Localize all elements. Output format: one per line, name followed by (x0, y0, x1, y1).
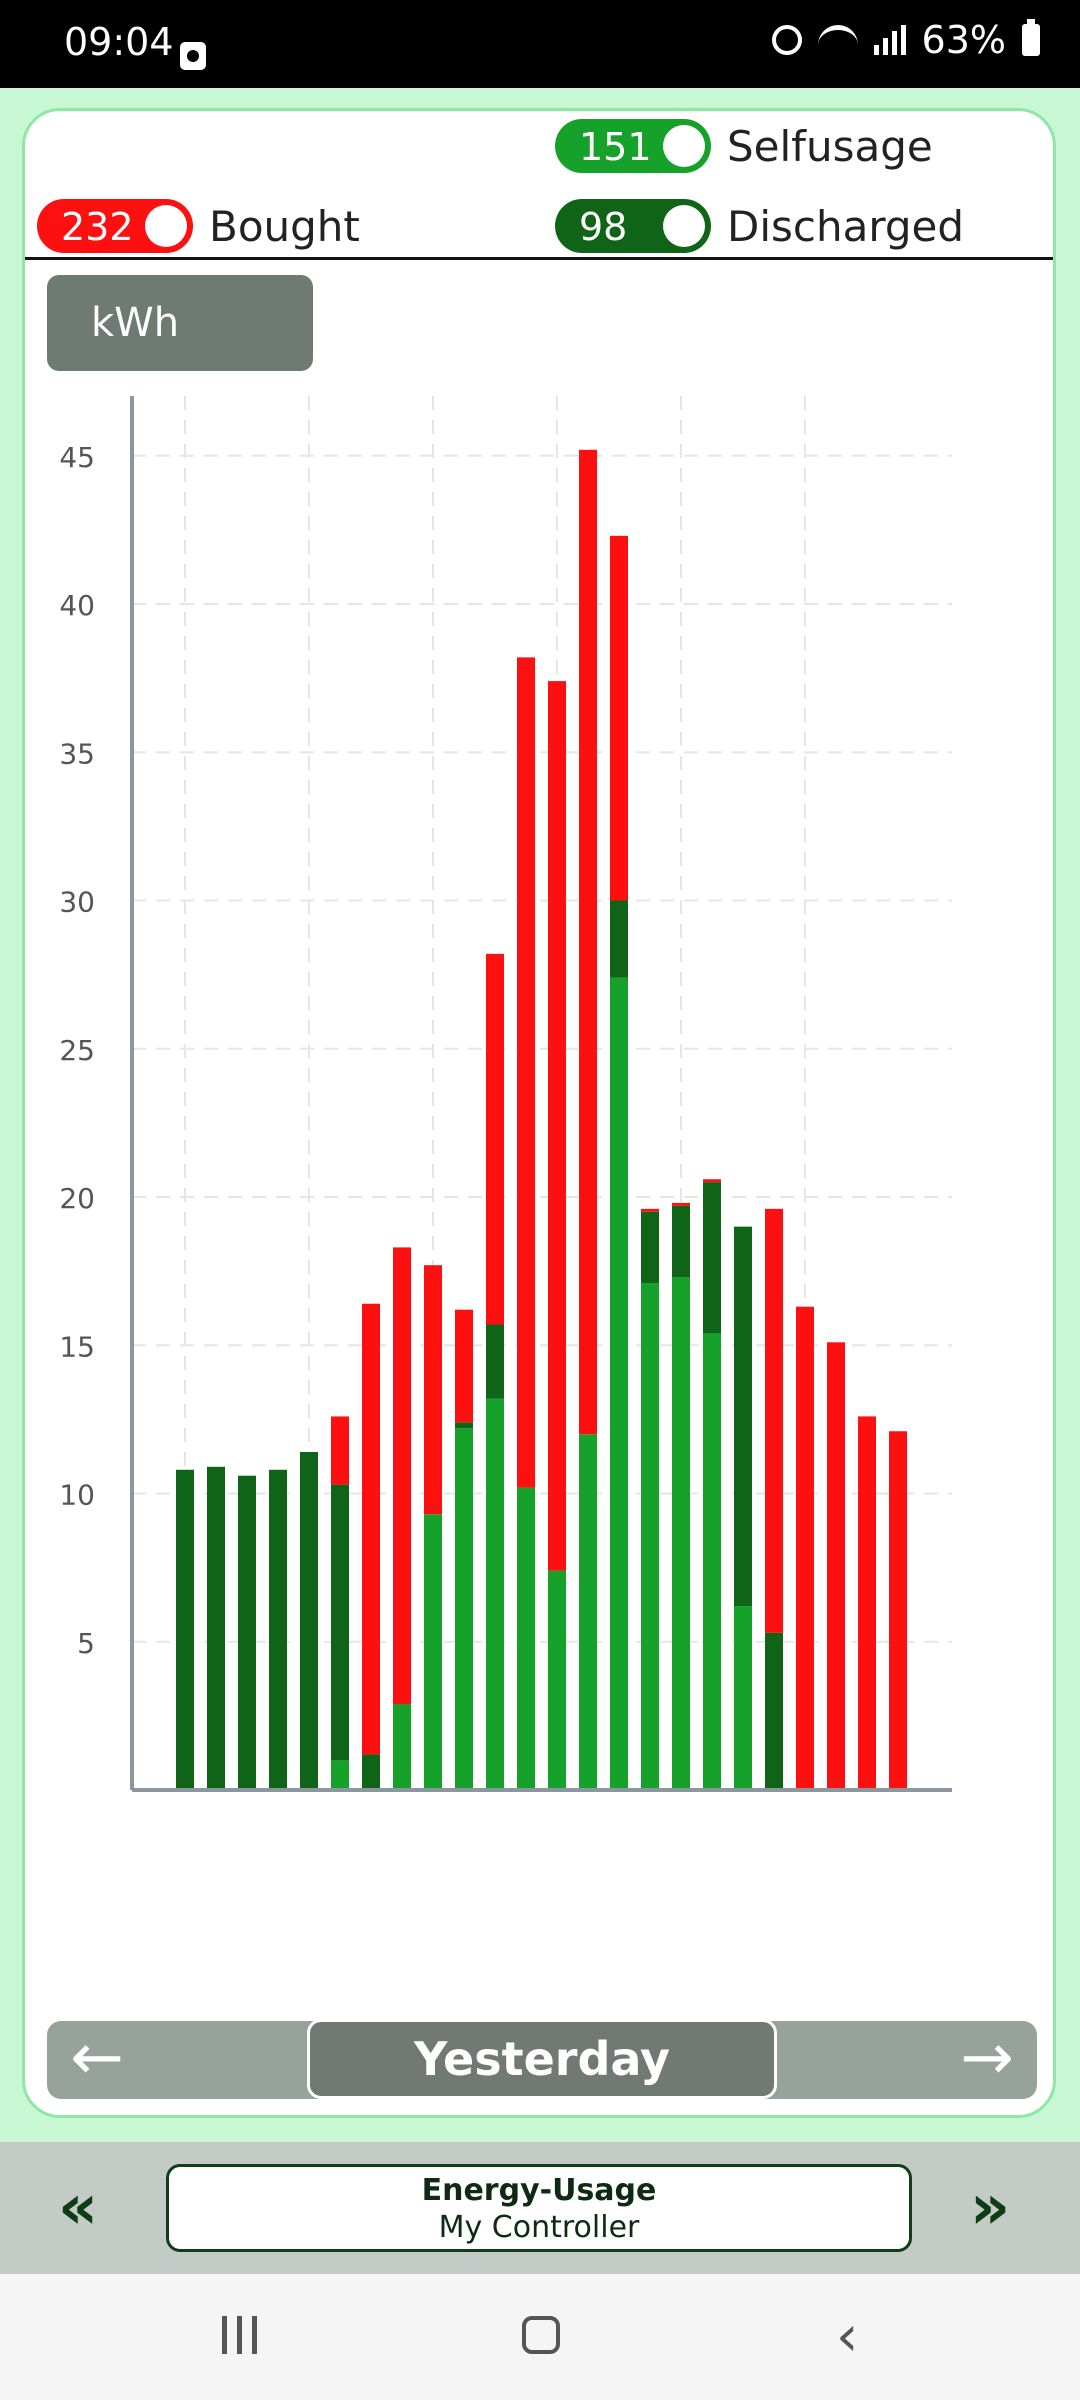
bar-bought-9 (455, 1309, 473, 1423)
status-bar: 09:04 63% (0, 0, 1080, 88)
bar-selfusage-13 (579, 1434, 597, 1790)
selfusage-toggle[interactable]: 151 (555, 119, 711, 173)
bar-bought-21 (827, 1342, 845, 1790)
bar-discharged-18 (734, 1226, 752, 1607)
bar-discharged-14 (610, 900, 628, 978)
bar-discharged-17 (703, 1182, 721, 1334)
home-icon[interactable] (522, 2316, 560, 2354)
discharged-total: 98 (579, 205, 628, 249)
bar-bought-6 (362, 1303, 380, 1755)
bar-selfusage-15 (641, 1282, 659, 1790)
bar-selfusage-5 (331, 1760, 349, 1790)
page-selector[interactable]: Energy-Usage My Controller (166, 2164, 912, 2252)
bar-selfusage-14 (610, 977, 628, 1790)
system-navigation-bar: ‹ (0, 2274, 1080, 2400)
bar-discharged-1 (207, 1466, 225, 1790)
page-title: Energy-Usage (421, 2173, 657, 2208)
y-tick-label: 45 (59, 441, 95, 474)
y-tick-label: 35 (59, 737, 95, 770)
y-tick-label: 15 (59, 1330, 95, 1363)
bar-bought-11 (517, 657, 535, 1488)
bar-bought-12 (548, 681, 566, 1571)
bar-selfusage-18 (734, 1606, 752, 1790)
y-tick-label: 25 (59, 1034, 95, 1067)
toggle-knob (663, 205, 705, 247)
day-title[interactable]: Yesterday (307, 2019, 777, 2099)
back-icon[interactable]: ‹ (836, 2304, 859, 2369)
bought-label: Bought (209, 201, 360, 251)
discharged-toggle[interactable]: 98 (555, 199, 711, 253)
unit-button[interactable]: kWh (47, 275, 313, 371)
bar-bought-14 (610, 535, 628, 901)
y-tick-label: 5 (77, 1627, 95, 1660)
toggle-knob (145, 205, 187, 247)
bar-selfusage-16 (672, 1277, 690, 1790)
bar-selfusage-11 (517, 1487, 535, 1790)
legend-divider (25, 257, 1053, 260)
bar-bought-10 (486, 953, 504, 1325)
discharged-label: Discharged (727, 201, 965, 251)
bar-discharged-19 (765, 1632, 783, 1790)
bar-selfusage-10 (486, 1398, 504, 1790)
recents-icon[interactable] (222, 2316, 257, 2354)
bar-bought-17 (703, 1179, 721, 1183)
energy-card: 151 Selfusage 232 Bought 98 Discharged k… (22, 108, 1056, 2118)
bar-bought-5 (331, 1416, 349, 1485)
y-tick-label: 30 (59, 886, 95, 919)
y-tick-label: 40 (59, 589, 95, 622)
bar-discharged-16 (672, 1205, 690, 1278)
y-tick-label: 20 (59, 1182, 95, 1215)
bar-discharged-6 (362, 1754, 380, 1790)
day-navigator: ← Yesterday → (47, 2019, 1037, 2099)
wifi-icon (817, 25, 858, 55)
bar-discharged-9 (455, 1422, 473, 1429)
legend-selfusage[interactable]: 151 Selfusage (555, 119, 933, 173)
next-page-button[interactable]: » (970, 2170, 1011, 2243)
app-bottom-bar: « Energy-Usage My Controller » (0, 2142, 1080, 2274)
bar-bought-13 (579, 449, 597, 1435)
bar-discharged-3 (269, 1469, 287, 1790)
bar-selfusage-9 (455, 1428, 473, 1790)
toggle-knob (663, 125, 705, 167)
previous-day-button[interactable]: ← (70, 2021, 124, 2095)
bar-discharged-15 (641, 1211, 659, 1283)
bar-discharged-5 (331, 1484, 349, 1761)
bar-selfusage-8 (424, 1514, 442, 1790)
bought-toggle[interactable]: 232 (37, 199, 193, 253)
bar-discharged-4 (300, 1451, 318, 1790)
legend-bought[interactable]: 232 Bought (37, 199, 360, 253)
bar-bought-20 (796, 1306, 814, 1790)
previous-page-button[interactable]: « (58, 2170, 99, 2243)
signal-icon (873, 25, 906, 55)
selfusage-total: 151 (579, 125, 652, 169)
energy-chart: 5101520253035404500:0004:0008:0012:0016:… (59, 396, 952, 1792)
app-notification-icon (180, 42, 206, 70)
bar-bought-16 (672, 1202, 690, 1206)
battery-icon (1022, 19, 1040, 56)
bar-discharged-0 (176, 1469, 194, 1790)
bought-total: 232 (61, 205, 134, 249)
bar-bought-22 (858, 1416, 876, 1790)
bar-discharged-10 (486, 1324, 504, 1399)
bar-selfusage-7 (393, 1704, 411, 1790)
bar-discharged-2 (238, 1475, 256, 1790)
next-day-button[interactable]: → (960, 2021, 1014, 2095)
bar-bought-7 (393, 1247, 411, 1705)
status-time: 09:04 (64, 20, 174, 64)
alarm-icon (771, 25, 802, 55)
battery-percent: 63% (921, 18, 1006, 62)
selfusage-label: Selfusage (727, 121, 933, 171)
bar-selfusage-12 (548, 1570, 566, 1790)
bar-bought-19 (765, 1208, 783, 1633)
bar-bought-23 (889, 1431, 907, 1790)
controller-name: My Controller (438, 2210, 640, 2245)
y-tick-label: 10 (59, 1479, 95, 1512)
status-icons: 63% (771, 18, 1040, 62)
bar-selfusage-17 (703, 1333, 721, 1790)
legend-discharged[interactable]: 98 Discharged (555, 199, 964, 253)
bar-bought-8 (424, 1265, 442, 1515)
bar-bought-15 (641, 1208, 659, 1212)
